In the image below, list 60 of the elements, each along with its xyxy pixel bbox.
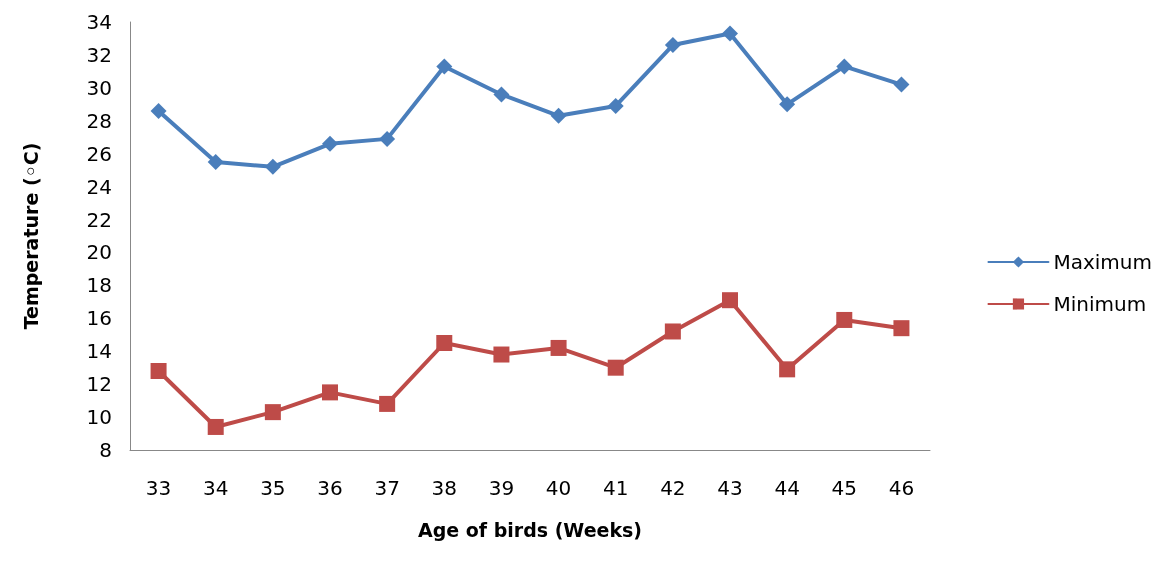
x-tick-label: 43 bbox=[717, 476, 743, 500]
y-tick-label: 18 bbox=[86, 273, 112, 298]
point bbox=[493, 346, 510, 363]
x-tick-label: 33 bbox=[145, 476, 172, 500]
point bbox=[493, 86, 510, 103]
point bbox=[722, 292, 738, 309]
point bbox=[836, 58, 853, 75]
x-axis-title: Age of birds (Weeks) bbox=[417, 518, 643, 541]
y-tick-label: 16 bbox=[86, 306, 112, 331]
point bbox=[664, 323, 681, 340]
point bbox=[607, 359, 624, 376]
x-tick-label: 44 bbox=[774, 476, 800, 500]
y-tick-label: 8 bbox=[99, 438, 112, 462]
y-tick-label: 12 bbox=[86, 372, 112, 397]
point bbox=[550, 107, 567, 124]
y-tick-label: 14 bbox=[86, 339, 112, 364]
x-tick-label: 40 bbox=[545, 476, 572, 500]
y-tick-label: 26 bbox=[86, 141, 112, 166]
x-tick-label: 42 bbox=[660, 476, 686, 500]
point bbox=[322, 384, 338, 401]
x-tick-label: 38 bbox=[431, 476, 458, 500]
point bbox=[893, 320, 910, 337]
x-tick-label: 46 bbox=[888, 476, 915, 500]
y-tick-label: 24 bbox=[86, 174, 112, 199]
y-tick-label: 10 bbox=[86, 405, 112, 430]
point bbox=[322, 135, 338, 152]
y-axis-title: Temperature (◦C) bbox=[19, 142, 42, 330]
point bbox=[607, 97, 624, 114]
point bbox=[207, 418, 224, 435]
point bbox=[550, 339, 567, 356]
x-tick-label: 34 bbox=[202, 476, 229, 500]
y-tick-label: 28 bbox=[86, 108, 112, 133]
x-tick-label: 36 bbox=[317, 476, 343, 500]
y-tick-label: 30 bbox=[86, 75, 112, 100]
point bbox=[893, 76, 910, 93]
point bbox=[664, 37, 681, 54]
point bbox=[836, 311, 853, 328]
x-tick-label: 37 bbox=[374, 476, 400, 500]
point bbox=[779, 96, 796, 113]
legend-label: Minimum bbox=[1053, 292, 1147, 316]
y-tick-label: 32 bbox=[86, 42, 112, 67]
point bbox=[264, 404, 281, 421]
point bbox=[207, 153, 224, 170]
legend-label: Maximum bbox=[1053, 250, 1152, 274]
point bbox=[436, 335, 453, 351]
point bbox=[436, 58, 453, 75]
x-tick-label: 41 bbox=[602, 476, 629, 500]
point bbox=[379, 395, 396, 412]
x-tick-label: 45 bbox=[831, 476, 858, 500]
y-tick-label: 34 bbox=[86, 10, 112, 34]
x-tick-label: 35 bbox=[260, 476, 286, 500]
point bbox=[264, 158, 281, 175]
point bbox=[150, 362, 167, 379]
point bbox=[779, 361, 796, 378]
y-tick-label: 22 bbox=[86, 207, 112, 232]
x-tick-label: 39 bbox=[488, 476, 515, 500]
point bbox=[379, 130, 396, 147]
y-tick-label: 20 bbox=[86, 240, 112, 265]
point bbox=[722, 25, 738, 42]
point bbox=[150, 102, 167, 119]
